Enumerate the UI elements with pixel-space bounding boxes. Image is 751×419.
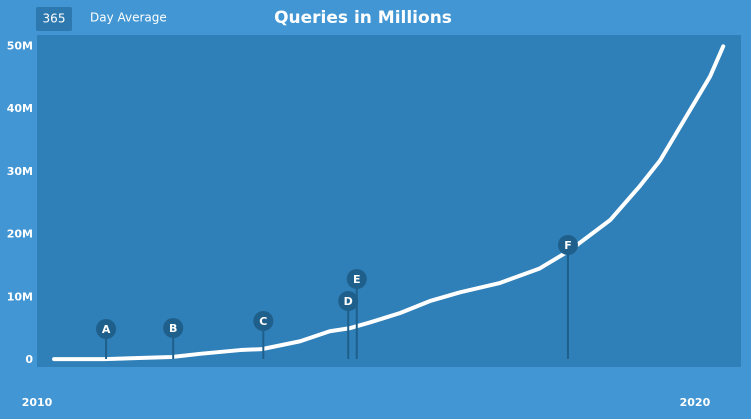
pin (557, 235, 578, 255)
y-tick-label: 10M (7, 290, 33, 303)
pin-label: D (344, 295, 353, 308)
pin (253, 311, 274, 331)
x-tick-label: 2020 (680, 396, 711, 409)
chart-title: Queries in Millions (274, 8, 452, 28)
y-tick-label: 50M (7, 39, 33, 52)
pin-label: F (564, 239, 572, 252)
y-tick-label: 30M (7, 165, 33, 178)
pin-label: C (259, 315, 267, 328)
y-tick-label: 0 (25, 353, 33, 366)
pin (96, 319, 117, 339)
line (52, 44, 726, 362)
y-tick-label: 20M (7, 228, 33, 241)
pin-label: A (102, 323, 111, 336)
y-tick-label: 40M (7, 102, 33, 115)
pin-label: E (353, 273, 361, 286)
badge[interactable]: 365 (43, 12, 66, 26)
x-tick-label: 2010 (22, 396, 53, 409)
pin (346, 269, 367, 289)
subtitle: Day Average (90, 11, 167, 25)
pin-label: B (169, 322, 177, 335)
pin (338, 291, 359, 311)
plot-area (37, 35, 741, 367)
badge-box[interactable] (36, 7, 72, 31)
pin (163, 318, 184, 338)
